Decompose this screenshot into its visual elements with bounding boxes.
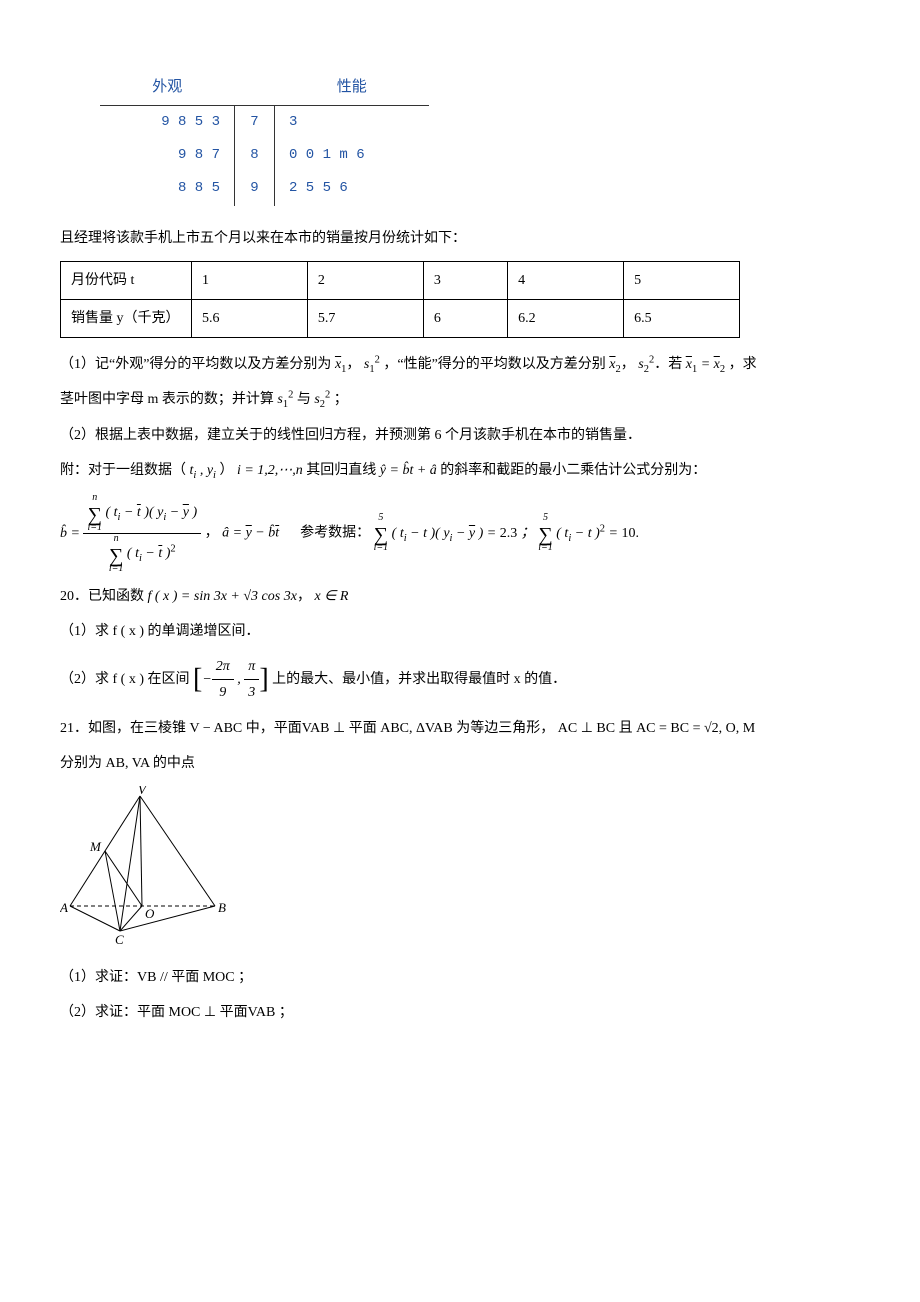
if-word: 若 bbox=[668, 357, 682, 372]
tetrahedron-figure: V A B C M O bbox=[60, 786, 860, 955]
xbar-eq: x1 = x2 bbox=[686, 357, 725, 372]
s2sq-b: s22 bbox=[314, 392, 330, 407]
sales-cell: 5.6 bbox=[192, 299, 308, 337]
tetrahedron-svg: V A B C M O bbox=[60, 786, 230, 946]
p20-header: 20．已知函数 bbox=[60, 589, 144, 604]
right-header: 性能 bbox=[275, 70, 430, 106]
sales-table: 月份代码 t 1 2 3 4 5 销售量 y（千克） 5.6 5.7 6 6.2… bbox=[60, 261, 740, 338]
q1-l2-tail: ； bbox=[334, 392, 348, 407]
right-leaves-row: 2 5 5 6 bbox=[275, 172, 430, 205]
stem-row: 9 bbox=[235, 172, 275, 205]
stem-row: 8 bbox=[235, 139, 275, 172]
reg-line: ŷ = b̂t + â bbox=[380, 463, 437, 478]
formula-row: b̂ = n∑i=1 ( ti − t )( yi − y ) n∑i=1 ( … bbox=[60, 493, 860, 574]
p21-q1: （1）求证：VB // 平面 MOC ； bbox=[60, 965, 860, 990]
label-B: B bbox=[218, 900, 226, 915]
right-leaves-row: 0 0 1 m 6 bbox=[275, 139, 430, 172]
annex-after: 其回归直线 bbox=[306, 463, 376, 478]
annex-tail: 的斜率和截距的最小二乘估计公式分别为： bbox=[440, 463, 706, 478]
p20-domain: x ∈ R bbox=[314, 589, 348, 604]
q1-tail: ，求 bbox=[729, 357, 757, 372]
s1sq-b: s12 bbox=[277, 392, 293, 407]
label-M: M bbox=[89, 839, 102, 854]
p20-q1: （1）求 f ( x ) 的单调递增区间． bbox=[60, 619, 860, 644]
left-leaves-row: 9 8 5 3 bbox=[100, 106, 235, 140]
month-cell: 1 bbox=[192, 261, 308, 299]
question-1-line1: （1）记“外观”得分的平均数以及方差分别为 x1， s12 ，“性能”得分的平均… bbox=[60, 352, 860, 377]
bhat: b̂ = n∑i=1 ( ti − t )( yi − y ) n∑i=1 ( … bbox=[60, 526, 205, 541]
ref-sum-2: 5∑i=1 ( ti − t )2 = 10. bbox=[538, 526, 639, 541]
left-leaves-row: 8 8 5 bbox=[100, 172, 235, 205]
stem-row: 7 bbox=[235, 106, 275, 140]
q1-l2-pre: 茎叶图中字母 m 表示的数；并计算 bbox=[60, 392, 274, 407]
p21-q2: （2）求证：平面 MOC ⊥ 平面VAB ； bbox=[60, 1000, 860, 1025]
data-pair: ti , yi bbox=[190, 463, 216, 478]
label-O: O bbox=[145, 906, 155, 921]
left-header: 外观 bbox=[100, 70, 235, 106]
problem-21-line1: 21．如图，在三棱锥 V − ABC 中，平面VAB ⊥ 平面 ABC, ΔVA… bbox=[60, 716, 860, 741]
xbar2: x2 bbox=[609, 357, 620, 372]
p20-func: f ( x ) = sin 3x + √3 cos 3x bbox=[148, 589, 297, 604]
p20-q2-post: 上的最大、最小值，并求出取得最值时 x 的值． bbox=[272, 672, 566, 687]
interval: [−2π9 , π3] bbox=[193, 672, 272, 687]
p20-q2: （2）求 f ( x ) 在区间 [−2π9 , π3] 上的最大、最小值，并求… bbox=[60, 654, 860, 705]
month-cell: 2 bbox=[307, 261, 423, 299]
stem-header bbox=[235, 70, 275, 106]
sales-intro: 且经理将该款手机上市五个月以来在本市的销量按月份统计如下： bbox=[60, 226, 860, 251]
stem-leaf-plot: 外观 性能 9 8 5 3 7 3 9 8 7 8 0 0 1 m 6 8 8 … bbox=[100, 70, 860, 206]
sales-cell: 6.2 bbox=[508, 299, 624, 337]
q1-mid: ，“性能”得分的平均数以及方差分别 bbox=[383, 357, 605, 372]
stem-leaf-table: 外观 性能 9 8 5 3 7 3 9 8 7 8 0 0 1 m 6 8 8 … bbox=[100, 70, 429, 206]
month-label: 月份代码 t bbox=[61, 261, 192, 299]
right-leaves-row: 3 bbox=[275, 106, 430, 140]
annex-mid: ） bbox=[219, 463, 233, 478]
label-V: V bbox=[138, 786, 148, 797]
question-1-line2: 茎叶图中字母 m 表示的数；并计算 s12 与 s22 ； bbox=[60, 387, 860, 412]
sales-cell: 5.7 bbox=[307, 299, 423, 337]
question-2: （2）根据上表中数据，建立关于的线性回归方程，并预测第 6 个月该款手机在本市的… bbox=[60, 423, 860, 448]
ref-sum-1: 5∑i=1 ( ti − t )( yi − y ) = 2.3 bbox=[374, 526, 521, 541]
month-cell: 3 bbox=[423, 261, 507, 299]
range: i = 1,2,⋯,n bbox=[237, 463, 303, 478]
p20-q2-pre: （2）求 f ( x ) 在区间 bbox=[60, 672, 190, 687]
ahat: â = y − b̂t bbox=[222, 526, 279, 541]
problem-20: 20．已知函数 f ( x ) = sin 3x + √3 cos 3x， x … bbox=[60, 584, 860, 609]
xbar1: x1 bbox=[335, 357, 346, 372]
left-leaves-row: 9 8 7 bbox=[100, 139, 235, 172]
annex-line: 附：对于一组数据（ ti , yi ） i = 1,2,⋯,n 其回归直线 ŷ … bbox=[60, 458, 860, 483]
label-A: A bbox=[60, 900, 68, 915]
annex-pre: 附：对于一组数据（ bbox=[60, 463, 186, 478]
s2sq: s22 bbox=[638, 357, 654, 372]
label-C: C bbox=[115, 932, 124, 946]
problem-21-line2: 分别为 AB, VA 的中点 bbox=[60, 751, 860, 776]
sales-cell: 6.5 bbox=[624, 299, 740, 337]
month-cell: 5 bbox=[624, 261, 740, 299]
sales-label: 销售量 y（千克） bbox=[61, 299, 192, 337]
s1sq: s12 bbox=[364, 357, 380, 372]
sales-cell: 6 bbox=[423, 299, 507, 337]
ref-label: 参考数据： bbox=[300, 526, 370, 541]
q1-prefix: （1）记“外观”得分的平均数以及方差分别为 bbox=[60, 357, 331, 372]
month-cell: 4 bbox=[508, 261, 624, 299]
